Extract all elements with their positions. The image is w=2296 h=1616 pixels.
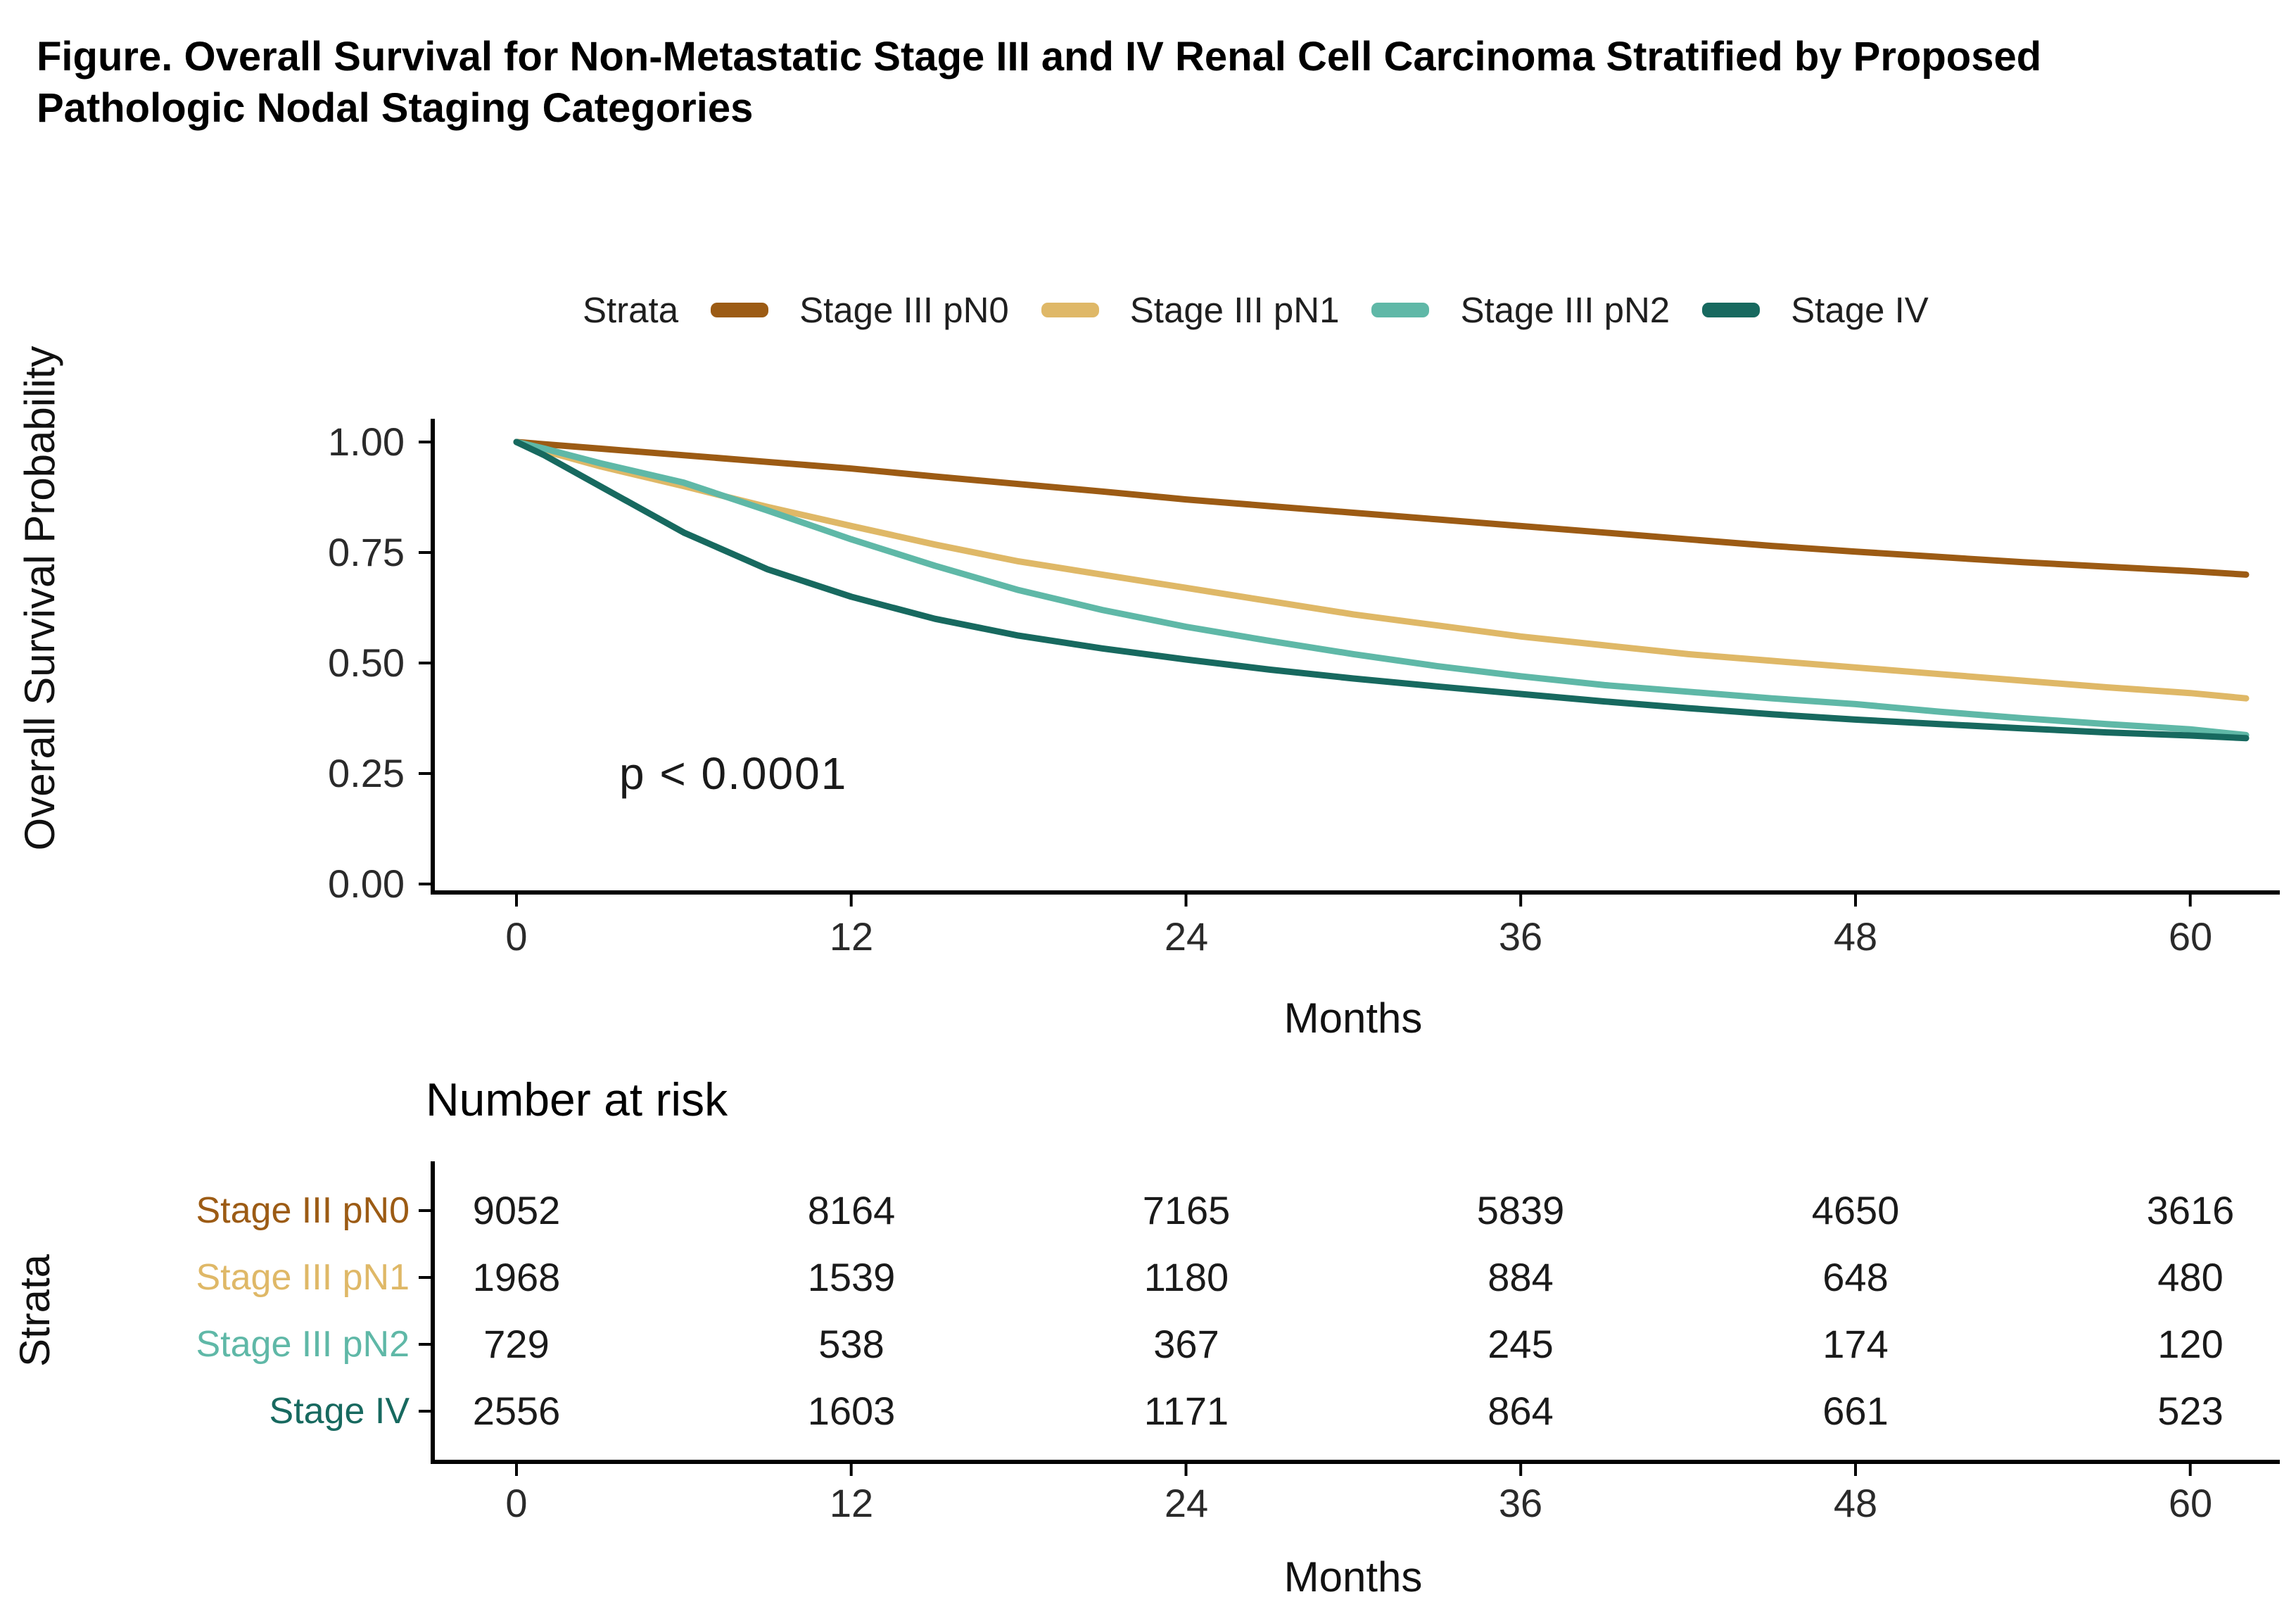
risk-table-axes [419,1161,2280,1476]
risk-cell: 538 [818,1322,884,1366]
risk-row-ticks [419,1209,433,1413]
y-tick-label: 0.25 [328,751,405,795]
risk-table-title: Number at risk [426,1073,728,1125]
legend-item-label: Stage IV [1791,289,1929,330]
y-tick-label: 1.00 [328,419,405,464]
x-tick-label: 0 [505,914,528,959]
x-tick-label: 48 [1833,914,1878,959]
risk-cell: 120 [2157,1322,2224,1366]
risk-cell: 864 [1488,1389,1554,1433]
risk-x-tick-label: 36 [1498,1481,1543,1525]
risk-table-axis-title: Strata [11,1254,58,1368]
risk-cell: 729 [483,1322,550,1366]
risk-x-axis-title: Months [1283,1553,1423,1601]
km-curve-stage-iii-pn2 [513,438,2250,738]
legend-item-stage-iii-pn2: Stage III pN2 [1371,289,1670,331]
y-tick-label: 0.00 [328,861,405,906]
risk-cell: 1968 [472,1255,561,1299]
risk-row-label-stage-iii-pn1: Stage III pN1 [196,1257,410,1298]
legend-item-stage-iv: Stage IV [1702,289,1929,331]
x-tick-label: 24 [1164,914,1209,959]
x-tick-label: 60 [2168,914,2213,959]
risk-cell: 245 [1488,1322,1554,1366]
risk-cell: 1603 [807,1389,896,1433]
x-tick-label: 36 [1498,914,1543,959]
legend: Strata Stage III pN0 Stage III pN1 Stage… [583,287,1929,332]
legend-key-icon [711,302,769,317]
risk-cell: 648 [1822,1255,1889,1299]
risk-cell: 1539 [807,1255,896,1299]
legend-key-icon [1371,302,1430,317]
legend-item-stage-iii-pn0: Stage III pN0 [711,289,1009,331]
y-tick-label: 0.50 [328,640,405,685]
risk-cell: 7165 [1142,1188,1231,1232]
legend-item-stage-iii-pn1: Stage III pN1 [1041,289,1340,331]
risk-x-tick-label: 48 [1833,1481,1878,1525]
risk-cell: 523 [2157,1389,2224,1433]
km-curve-stage-iii-pn0 [513,438,2250,578]
km-curve-stage-iv [513,438,2250,742]
risk-x-tick-label: 0 [505,1481,528,1525]
legend-key-icon [1702,302,1761,317]
km-plot [419,419,2280,907]
x-axis-title: Months [1283,995,1423,1042]
risk-cell: 5839 [1476,1188,1565,1232]
risk-cell: 661 [1822,1389,1889,1433]
risk-cell: 884 [1488,1255,1554,1299]
y-axis-ticks [419,441,433,885]
risk-x-tick-label: 60 [2168,1481,2213,1525]
risk-cell: 480 [2157,1255,2224,1299]
y-axis-title: Overall Survival Probability [16,346,63,851]
risk-row-label-stage-iii-pn0: Stage III pN0 [196,1190,410,1231]
risk-cell: 367 [1153,1322,1219,1366]
risk-row-label-stage-iii-pn2: Stage III pN2 [196,1324,410,1365]
x-axis-ticks [515,892,2192,907]
y-tick-label: 0.75 [328,530,405,574]
risk-cell: 4650 [1811,1188,1900,1232]
risk-x-tick-label: 24 [1164,1481,1209,1525]
legend-title: Strata [583,289,679,330]
p-value-annotation: p < 0.0001 [619,748,848,799]
risk-cell: 9052 [472,1188,561,1232]
legend-key-icon [1041,302,1099,317]
risk-x-tick-label: 12 [829,1481,874,1525]
risk-cell: 3616 [2146,1188,2235,1232]
km-curves [513,438,2250,742]
risk-cell: 174 [1822,1322,1889,1366]
legend-item-label: Stage III pN1 [1129,289,1340,330]
risk-cell: 1180 [1143,1255,1229,1299]
legend-item-label: Stage III pN0 [799,289,1009,330]
risk-row-label-stage-iv: Stage IV [269,1391,410,1432]
x-tick-label: 12 [829,914,874,959]
risk-cell: 8164 [807,1188,896,1232]
risk-cell: 1171 [1143,1389,1229,1433]
figure-title: Figure. Overall Survival for Non-Metasta… [37,34,2042,132]
risk-cell: 2556 [472,1389,561,1433]
legend-item-label: Stage III pN2 [1460,289,1670,330]
risk-x-axis-ticks [515,1462,2192,1476]
